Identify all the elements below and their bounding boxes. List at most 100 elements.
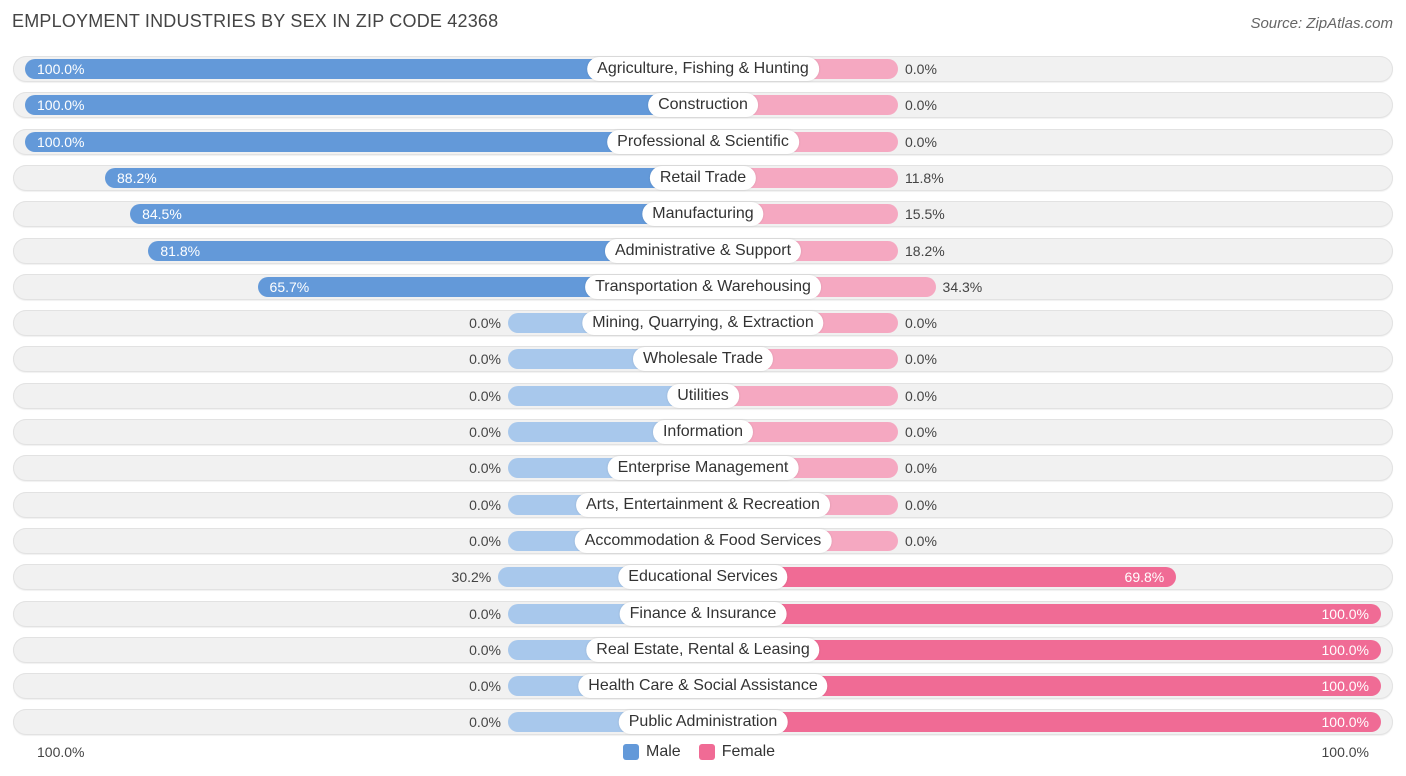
legend-swatch-female (698, 744, 715, 760)
bar-female (703, 712, 1381, 732)
category-label: Utilities (667, 384, 739, 408)
chart-row: 100.0% 0.0% Construction (13, 92, 1393, 118)
value-label-female: 0.0% (905, 388, 937, 404)
category-label: Manufacturing (642, 202, 764, 226)
chart-row: 0.0% 0.0% Mining, Quarrying, & Extraction (13, 310, 1393, 336)
value-label-female: 0.0% (905, 134, 937, 150)
chart-row: 100.0% 0.0% Professional & Scientific (13, 129, 1393, 155)
value-label-female: 100.0% (1321, 606, 1369, 622)
chart-row: 0.0% 100.0% Real Estate, Rental & Leasing (13, 637, 1393, 663)
value-label-male: 100.0% (37, 97, 85, 113)
value-label-female: 0.0% (905, 351, 937, 367)
value-label-female: 0.0% (905, 497, 937, 513)
chart-row: 0.0% 100.0% Public Administration (13, 709, 1393, 735)
category-label: Professional & Scientific (607, 130, 799, 154)
value-label-female: 0.0% (905, 460, 937, 476)
legend-label-female: Female (721, 743, 776, 760)
legend-swatch-male (623, 744, 639, 760)
value-label-male: 0.0% (469, 606, 501, 622)
bar-female (703, 386, 898, 406)
value-label-male: 30.2% (451, 569, 492, 585)
value-label-male: 0.0% (469, 533, 501, 549)
value-label-female: 100.0% (1321, 678, 1369, 694)
value-label-female: 0.0% (905, 424, 937, 440)
bar-female (703, 567, 1177, 587)
category-label: Health Care & Social Assistance (578, 674, 828, 698)
value-label-male: 0.0% (469, 388, 501, 404)
value-label-male: 0.0% (469, 424, 501, 440)
value-label-female: 11.8% (905, 170, 944, 186)
category-label: Arts, Entertainment & Recreation (576, 493, 830, 517)
value-label-male: 0.0% (469, 497, 501, 513)
bar-female (703, 676, 1381, 696)
chart-title: EMPLOYMENT INDUSTRIES BY SEX IN ZIP CODE… (12, 11, 499, 31)
value-label-female: 34.3% (942, 279, 983, 295)
category-label: Retail Trade (649, 166, 757, 190)
legend-item-male: Male (623, 743, 681, 761)
value-label-female: 0.0% (905, 61, 937, 77)
bar-male (25, 132, 703, 152)
chart-row: 0.0% 0.0% Utilities (13, 383, 1393, 409)
category-label: Educational Services (618, 565, 788, 589)
value-label-male: 0.0% (469, 351, 501, 367)
category-label: Construction (648, 93, 758, 117)
bar-male (25, 59, 703, 79)
category-label: Public Administration (618, 710, 788, 734)
bar-female (703, 604, 1381, 624)
value-label-female: 0.0% (905, 97, 937, 113)
chart-row: 100.0% 0.0% Agriculture, Fishing & Hunting (13, 56, 1393, 82)
chart-row: 30.2% 69.8% Educational Services (13, 564, 1393, 590)
bar-male (105, 168, 703, 188)
value-label-female: 100.0% (1321, 714, 1369, 730)
axis-left-label: 100.0% (37, 744, 85, 760)
value-label-male: 0.0% (469, 460, 501, 476)
category-label: Administrative & Support (604, 239, 802, 263)
category-label: Wholesale Trade (632, 347, 774, 371)
value-label-male: 81.8% (160, 243, 201, 259)
chart-row: 0.0% 0.0% Accommodation & Food Services (13, 528, 1393, 554)
category-label: Information (652, 420, 754, 444)
chart-row: 0.0% 0.0% Arts, Entertainment & Recreation (13, 492, 1393, 518)
chart-row: 81.8% 18.2% Administrative & Support (13, 238, 1393, 264)
category-label: Finance & Insurance (619, 602, 787, 626)
value-label-female: 18.2% (905, 243, 945, 259)
value-label-male: 0.0% (469, 714, 501, 730)
value-label-male: 0.0% (469, 315, 501, 331)
value-label-male: 100.0% (37, 61, 85, 77)
chart-row: 0.0% 0.0% Enterprise Management (13, 455, 1393, 481)
bar-male (148, 241, 703, 261)
bar-male (25, 95, 703, 115)
value-label-male: 88.2% (117, 170, 157, 186)
category-label: Enterprise Management (607, 456, 799, 480)
bar-male (130, 204, 703, 224)
value-label-female: 100.0% (1321, 642, 1369, 658)
source-credit: Source: ZipAtlas.com (1250, 15, 1393, 32)
bar-female (703, 640, 1381, 660)
category-label: Accommodation & Food Services (574, 529, 832, 553)
value-label-male: 100.0% (37, 134, 85, 150)
legend-item-female: Female (698, 743, 776, 761)
value-label-female: 0.0% (905, 533, 937, 549)
chart-row: 0.0% 0.0% Information (13, 419, 1393, 445)
value-label-female: 69.8% (1124, 569, 1165, 585)
value-label-male: 65.7% (269, 279, 310, 295)
chart-row: 88.2% 11.8% Retail Trade (13, 165, 1393, 191)
chart-row: 0.0% 100.0% Health Care & Social Assistanc… (13, 673, 1393, 699)
category-label: Mining, Quarrying, & Extraction (582, 311, 824, 335)
legend-label-male: Male (646, 743, 681, 760)
axis-right-label: 100.0% (1321, 744, 1369, 760)
category-label: Agriculture, Fishing & Hunting (587, 57, 819, 81)
category-label: Real Estate, Rental & Leasing (586, 638, 820, 662)
value-label-male: 84.5% (142, 206, 182, 222)
bar-male (508, 386, 703, 406)
chart-row: 65.7% 34.3% Transportation & Warehousing (13, 274, 1393, 300)
value-label-female: 0.0% (905, 315, 937, 331)
chart-row: 0.0% 100.0% Finance & Insurance (13, 601, 1393, 627)
value-label-female: 15.5% (905, 206, 945, 222)
value-label-male: 0.0% (469, 678, 501, 694)
legend: Male Female (623, 742, 793, 762)
value-label-male: 0.0% (469, 642, 501, 658)
category-label: Transportation & Warehousing (585, 275, 821, 299)
chart-row: 0.0% 0.0% Wholesale Trade (13, 346, 1393, 372)
